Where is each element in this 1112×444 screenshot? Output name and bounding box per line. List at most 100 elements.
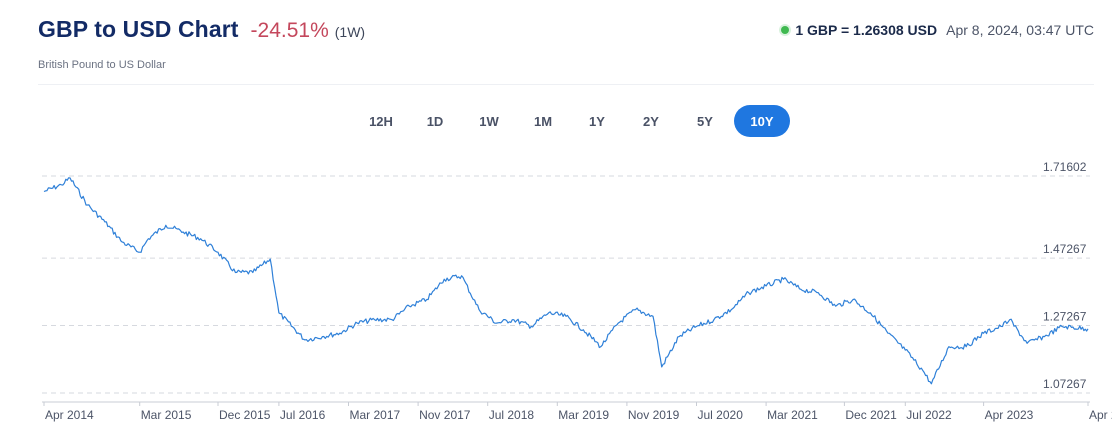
range-button-1m[interactable]: 1M [533, 113, 553, 129]
x-tick-label: Nov 2019 [628, 408, 680, 422]
data-point [765, 285, 767, 287]
page-subtitle: British Pound to US Dollar [38, 59, 166, 71]
data-point [147, 238, 149, 240]
data-point [443, 278, 445, 280]
data-point [252, 271, 254, 273]
data-point [922, 369, 924, 371]
data-point [374, 319, 376, 321]
data-point [887, 332, 889, 334]
x-tick-label: Apr 2014 [45, 408, 94, 422]
data-point [930, 383, 932, 385]
range-button-2y[interactable]: 2Y [643, 113, 659, 129]
change-period: (1W) [334, 24, 366, 40]
data-point [800, 288, 802, 290]
time-range-selector: 12H 1D 1W 1M 1Y 2Y 5Y 10Y [356, 105, 794, 137]
data-point [60, 184, 62, 186]
data-point [478, 309, 480, 311]
data-point [582, 329, 584, 331]
rate-timestamp: Apr 8, 2024, 03:47 UTC [946, 22, 1094, 38]
data-point [339, 332, 341, 334]
x-tick-label: Dec 2015 [219, 408, 271, 422]
live-status-icon [781, 26, 790, 34]
data-point [139, 251, 141, 253]
x-tick-label: Nov 2017 [419, 408, 471, 422]
data-point [69, 177, 71, 179]
data-point [835, 305, 837, 307]
percent-change: -24.51% [250, 19, 329, 42]
data-point [852, 298, 854, 300]
data-point [617, 322, 619, 324]
x-tick-label: Mar 2015 [141, 408, 192, 422]
data-point [783, 278, 785, 280]
data-point [426, 298, 428, 300]
data-point [304, 339, 306, 341]
data-point [870, 312, 872, 314]
data-point [1044, 336, 1046, 338]
data-point [1061, 325, 1063, 327]
x-tick-label: Jul 2022 [906, 408, 952, 422]
x-tick-label: Mar 2019 [558, 408, 609, 422]
data-point [321, 336, 323, 338]
data-point [1000, 325, 1002, 327]
data-point [356, 322, 358, 324]
y-tick-label: 1.47267 [1043, 242, 1087, 256]
data-point [530, 325, 532, 327]
x-tick-label: Jul 2016 [280, 408, 326, 422]
data-point [748, 292, 750, 294]
x-tick-label: Mar 2017 [350, 408, 401, 422]
data-point [43, 191, 45, 193]
y-tick-label: 1.07267 [1043, 377, 1087, 391]
data-point [635, 309, 637, 311]
data-point [269, 258, 271, 260]
data-point [696, 325, 698, 327]
data-point [182, 231, 184, 233]
x-tick-label: Apr 2024 [1089, 408, 1112, 422]
header-divider [38, 84, 1094, 85]
data-point [817, 292, 819, 294]
data-point [165, 224, 167, 226]
range-button-1d[interactable]: 1D [426, 113, 444, 129]
x-tick-label: Apr 2023 [985, 408, 1034, 422]
range-button-5y[interactable]: 5Y [697, 113, 713, 129]
range-button-10y[interactable]: 10Y [734, 105, 790, 137]
range-button-1y[interactable]: 1Y [589, 113, 605, 129]
data-point [965, 346, 967, 348]
x-tick-label: Jul 2020 [698, 408, 744, 422]
y-tick-label: 1.27267 [1043, 310, 1087, 324]
data-point [1026, 342, 1028, 344]
data-point [1009, 319, 1011, 321]
data-point [904, 349, 906, 351]
data-point [661, 366, 663, 368]
x-tick-label: Dec 2021 [845, 408, 897, 422]
y-tick-label: 1.71602 [1043, 160, 1087, 174]
range-button-12h[interactable]: 12H [369, 113, 393, 129]
range-button-1w[interactable]: 1W [479, 113, 499, 129]
data-point [513, 319, 515, 321]
rate-value: 1 GBP = 1.26308 USD [795, 22, 938, 38]
data-point [408, 305, 410, 307]
data-point [217, 251, 219, 253]
data-point [200, 238, 202, 240]
data-point [121, 241, 123, 243]
chart-header: GBP to USD Chart -24.51% (1W) [38, 16, 365, 43]
data-point [948, 346, 950, 348]
data-point [548, 312, 550, 314]
data-point [391, 319, 393, 321]
data-point [730, 309, 732, 311]
data-point [983, 332, 985, 334]
data-point [713, 319, 715, 321]
x-tick-label: Jul 2018 [489, 408, 535, 422]
data-point [278, 312, 280, 314]
data-point [495, 322, 497, 324]
data-point [565, 315, 567, 317]
data-point [461, 275, 463, 277]
data-point [104, 221, 106, 223]
data-point [87, 204, 89, 206]
current-rate: 1 GBP = 1.26308 USD Apr 8, 2024, 03:47 U… [781, 22, 1094, 38]
series-line [43, 177, 1089, 385]
data-point [234, 271, 236, 273]
data-point [1087, 328, 1089, 330]
page-title: GBP to USD Chart [38, 16, 239, 42]
data-point [678, 336, 680, 338]
